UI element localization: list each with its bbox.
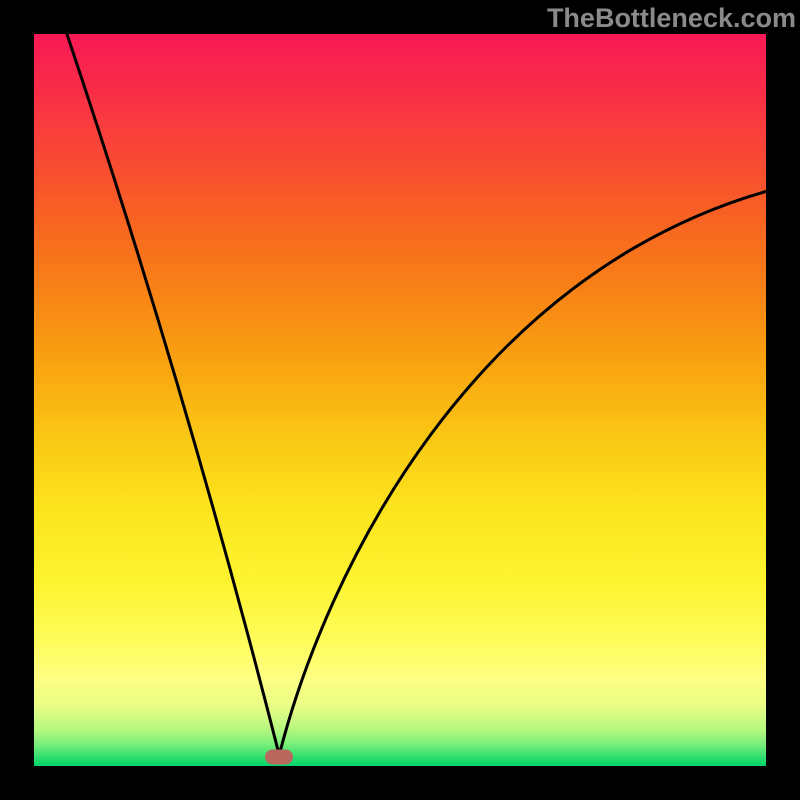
min-point-marker	[265, 750, 293, 765]
watermark-text: TheBottleneck.com	[547, 3, 796, 34]
plot-area	[34, 34, 766, 766]
canvas: TheBottleneck.com	[0, 0, 800, 800]
bottleneck-curve	[34, 34, 766, 766]
